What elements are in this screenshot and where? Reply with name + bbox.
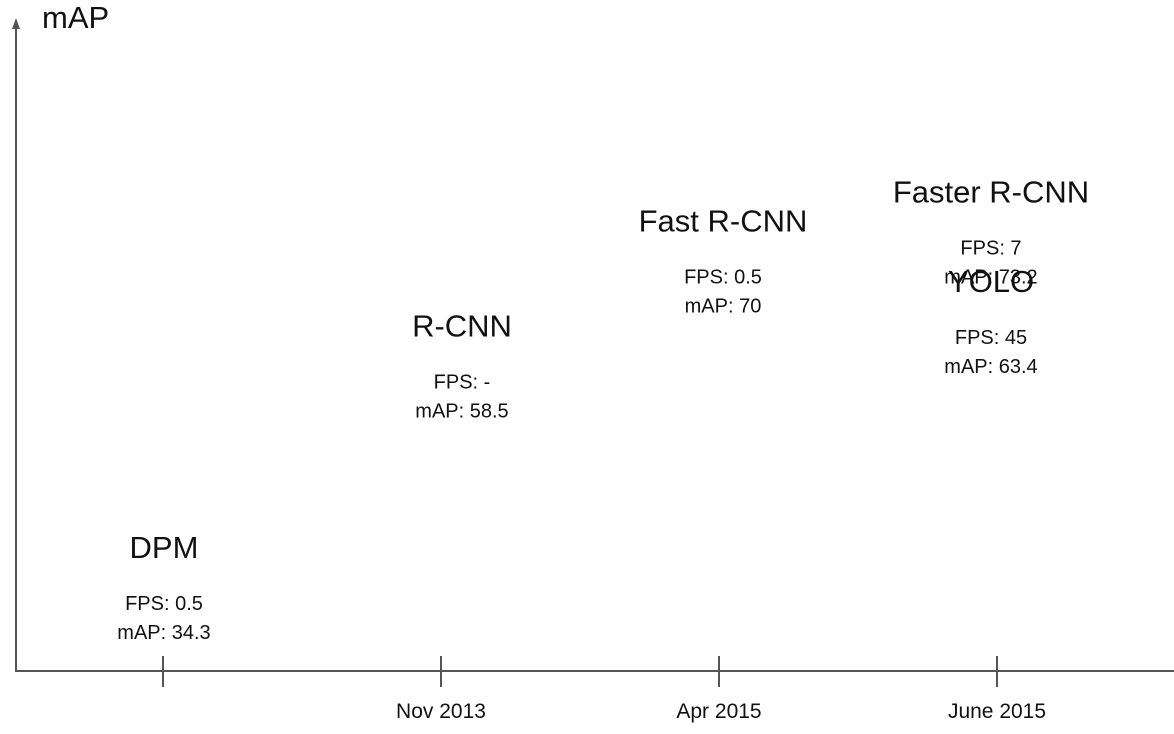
map-label: mAP: 34.3: [117, 622, 210, 644]
x-tick-label: Nov 2013: [396, 700, 486, 723]
method-name: DPM: [130, 530, 199, 565]
map-label: mAP: 73.2: [944, 266, 1037, 288]
method-annotation: Fast R-CNN FPS: 0.5 mAP: 70: [639, 204, 808, 318]
y-axis-title: mAP: [42, 0, 109, 35]
fps-label: FPS: 0.5: [684, 267, 762, 289]
x-tick-label: June 2015: [948, 700, 1046, 723]
method-name: Fast R-CNN: [639, 204, 808, 239]
fps-label: FPS: 7: [960, 237, 1021, 259]
x-tick-label: Apr 2015: [676, 700, 761, 723]
fps-label: FPS: 45: [955, 327, 1027, 349]
y-axis-arrow: [12, 18, 20, 29]
method-name: YOLO: [948, 264, 1034, 299]
method-name: Faster R-CNN: [893, 174, 1089, 209]
method-annotation: R-CNN FPS: - mAP: 58.5: [412, 309, 512, 423]
fps-label: FPS: -: [434, 372, 491, 394]
fps-label: FPS: 0.5: [125, 593, 203, 615]
axes: mAP: [12, 0, 1174, 672]
map-label: mAP: 70: [685, 296, 762, 318]
method-name: R-CNN: [412, 309, 512, 344]
method-annotations: DPM FPS: 0.5 mAP: 34.3 R-CNN FPS: - mAP: 58.5…: [117, 174, 1089, 644]
method-annotation: Faster R-CNN FPS: 7 mAP: 73.2: [893, 174, 1089, 288]
map-label: mAP: 58.5: [415, 401, 508, 423]
method-annotation: YOLO FPS: 45 mAP: 63.4: [944, 264, 1037, 378]
method-annotation: DPM FPS: 0.5 mAP: 34.3: [117, 530, 210, 644]
x-axis-ticks: Nov 2013 Apr 2015 June 2015: [162, 656, 1046, 723]
map-label: mAP: 63.4: [944, 356, 1037, 378]
